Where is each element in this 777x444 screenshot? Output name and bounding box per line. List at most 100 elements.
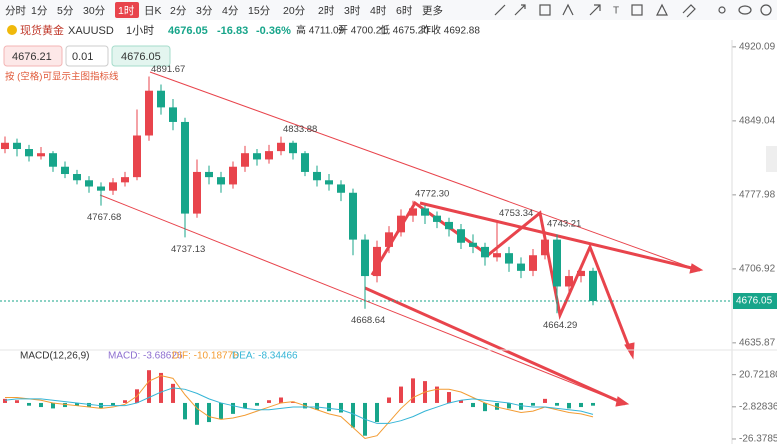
macd-bar: [291, 401, 295, 403]
macd-bar: [567, 402, 571, 409]
macd-bar: [3, 398, 7, 403]
candle-body: [169, 107, 177, 122]
candle-body: [481, 246, 489, 258]
candle-body: [493, 253, 501, 258]
macd-bar: [255, 402, 259, 406]
trend-bold-low: [364, 286, 626, 406]
macd-bar: [231, 402, 235, 414]
macd-bar: [159, 372, 163, 403]
candle-body: [193, 171, 201, 214]
period-tab[interactable]: 3分: [196, 5, 213, 17]
period-tab[interactable]: 5分: [57, 5, 74, 17]
period-tab[interactable]: 2时: [318, 5, 335, 17]
period-tab[interactable]: 2分: [170, 5, 187, 17]
candle-body: [313, 171, 321, 181]
candle-body: [289, 142, 297, 154]
order-box: 4676.21 0.01 4676.05 按 (空格)可显示主图指标线: [3, 45, 171, 83]
candle-body: [361, 239, 369, 277]
extreme-label: 4664.29: [543, 320, 577, 331]
candle-body: [241, 153, 249, 167]
candle-body: [397, 215, 405, 233]
macd-bar: [327, 402, 331, 412]
channel-top: [149, 71, 699, 271]
macd-bar: [483, 402, 487, 412]
header: 现货黄金 XAUUSD 1小时 4676.05 -16.83 -0.36% 高 …: [7, 23, 480, 37]
wave-path: [370, 200, 634, 356]
macd-bar: [315, 402, 319, 410]
tool-lock[interactable]: [718, 6, 726, 14]
period-tab[interactable]: 6时: [396, 5, 413, 17]
macd-bar: [51, 402, 55, 409]
tool-rect[interactable]: [631, 4, 643, 16]
macd-bar: [63, 402, 67, 408]
macd-bar: [507, 402, 511, 409]
tool-measure[interactable]: [656, 3, 668, 16]
candle-body: [97, 186, 105, 191]
period-tab[interactable]: 20分: [283, 5, 306, 17]
candle-body: [37, 153, 45, 157]
candle-body: [217, 177, 225, 185]
period-tab[interactable]: 4时: [370, 5, 387, 17]
macd-bar: [171, 383, 175, 403]
tool-erase[interactable]: [682, 4, 696, 18]
period-tab[interactable]: 日K: [144, 5, 162, 17]
period-tab[interactable]: 15分: [248, 5, 271, 17]
tool-fib[interactable]: [562, 3, 574, 16]
candle-body: [469, 242, 477, 247]
candle-body: [133, 135, 141, 178]
tool-settings[interactable]: [760, 4, 772, 16]
period-tab[interactable]: 更多: [422, 4, 443, 17]
macd-bar: [39, 402, 43, 408]
drawing-tools: T: [494, 3, 772, 18]
tool-eye[interactable]: [738, 5, 752, 15]
macd-bar: [279, 397, 283, 403]
macd-value: MACD: -3.68626: [108, 351, 183, 362]
tool-line[interactable]: [494, 4, 506, 16]
period-tab[interactable]: 1分: [31, 5, 48, 17]
lot-input[interactable]: [65, 45, 109, 67]
y-tick-label: 4849.04: [739, 116, 776, 127]
macd-bar: [399, 386, 403, 403]
period-active-bg: [115, 2, 139, 18]
tool-channel[interactable]: [539, 4, 551, 16]
period-tab[interactable]: 1时: [118, 5, 135, 17]
toolbar-bg: [0, 0, 777, 20]
macd-bar: [411, 378, 415, 403]
candle-body: [565, 276, 573, 287]
lot: 0.01: [72, 51, 93, 63]
macd-bar: [27, 402, 31, 406]
symbol-name: 现货黄金: [20, 23, 64, 37]
period-tab[interactable]: 4分: [222, 5, 239, 17]
tool-ray[interactable]: [514, 4, 526, 16]
extreme-label: 4743.21: [547, 219, 581, 230]
period-select[interactable]: 1小时: [126, 24, 154, 37]
side-toggle[interactable]: [766, 146, 777, 172]
macd-bar: [579, 402, 583, 408]
bid-button[interactable]: [111, 45, 171, 67]
macd-bar: [531, 402, 535, 406]
ask-button[interactable]: [3, 45, 63, 67]
extreme-label: 4753.34: [499, 208, 533, 219]
candle-body: [553, 239, 561, 287]
y-tick-label: -2.82836: [739, 401, 777, 412]
open: 开 4700.21: [338, 26, 387, 37]
y-tick-label: 4706.92: [739, 264, 776, 275]
candle-body: [409, 208, 417, 216]
trend-bold: [419, 201, 701, 272]
symbol-icon: [7, 25, 17, 35]
period-tab[interactable]: 30分: [83, 5, 106, 17]
macd-bar: [351, 402, 355, 428]
tool-text[interactable]: T: [613, 6, 619, 17]
candle-body: [73, 174, 81, 181]
period-tab[interactable]: 3时: [344, 5, 361, 17]
candle-body: [445, 221, 453, 230]
tool-arrow[interactable]: [589, 4, 601, 16]
low: 低 4675.20: [380, 24, 429, 37]
period-tab[interactable]: 分时: [5, 5, 26, 17]
candle-body: [433, 215, 441, 222]
candle-body: [61, 166, 69, 175]
candle-body: [577, 270, 585, 277]
candle-body: [49, 153, 57, 167]
